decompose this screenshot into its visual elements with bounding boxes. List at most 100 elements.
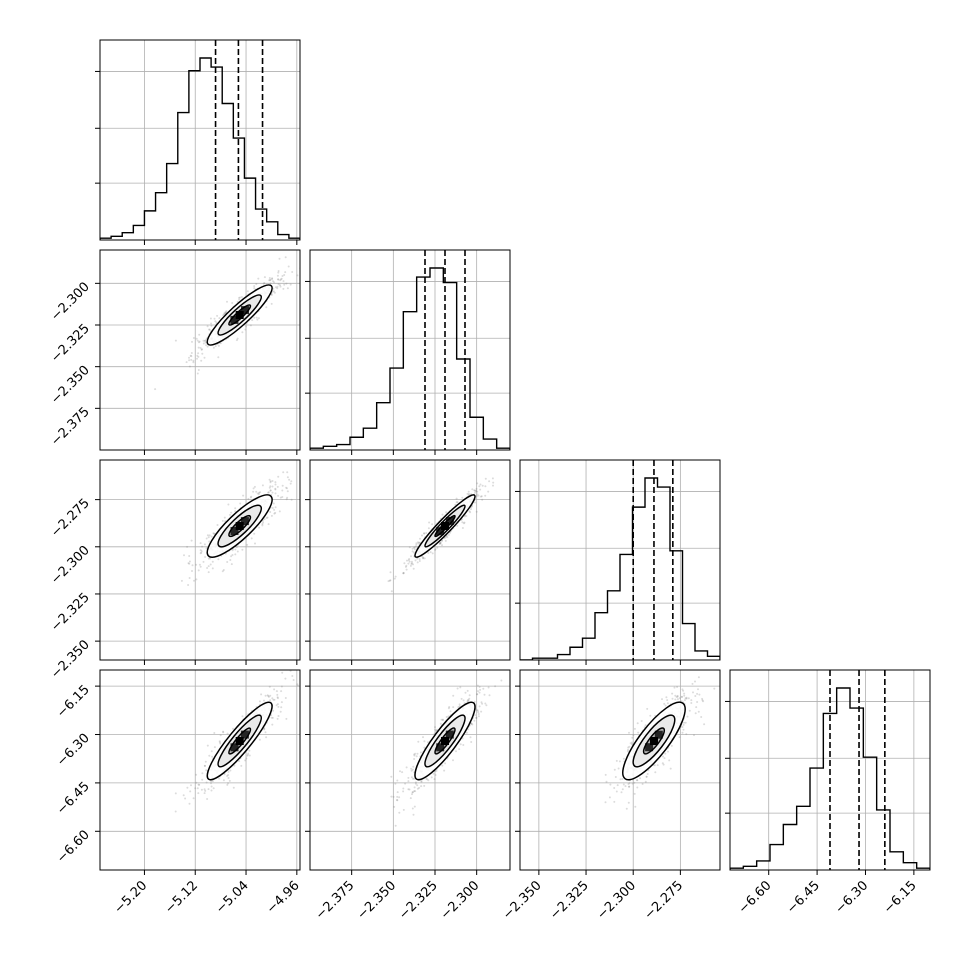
sample-point: [223, 311, 226, 314]
sample-point: [216, 524, 219, 526]
sample-point: [456, 501, 459, 504]
sample-point: [217, 558, 220, 561]
density-peak: [436, 743, 445, 752]
sample-point: [284, 271, 287, 274]
sample-point: [195, 781, 198, 784]
sample-point: [238, 298, 241, 301]
sample-point: [240, 296, 243, 298]
sample-point: [622, 783, 625, 786]
sample-point: [213, 746, 216, 749]
sample-point: [692, 691, 694, 694]
sample-point: [389, 579, 392, 582]
sample-point: [418, 560, 421, 562]
sample-point: [251, 319, 254, 322]
sample-point: [274, 483, 277, 486]
sample-point: [183, 554, 185, 557]
sample-point: [416, 561, 419, 564]
sample-point: [700, 716, 703, 718]
sample-point: [223, 516, 226, 519]
sample-point: [436, 546, 439, 549]
sample-point: [701, 697, 704, 700]
sample-point: [491, 477, 494, 480]
sample-point: [218, 741, 221, 744]
sample-point: [280, 277, 283, 280]
sample-point: [263, 276, 266, 279]
sample-point: [206, 325, 209, 328]
sample-point: [203, 792, 206, 795]
sample-point: [671, 692, 674, 695]
sample-point: [468, 694, 471, 697]
sample-point: [441, 513, 444, 516]
y-tick-label: −6.30: [54, 731, 93, 770]
sample-point: [273, 281, 275, 284]
sample-point: [154, 388, 157, 391]
histogram-steps: [100, 57, 300, 240]
sample-point: [402, 787, 405, 790]
sample-point: [482, 687, 485, 690]
scatter-panel-3-1: −2.375−2.350−2.325−2.300: [305, 669, 511, 923]
sample-point: [303, 263, 305, 265]
sample-point: [449, 531, 452, 534]
sample-point: [274, 511, 277, 514]
sample-point: [456, 687, 459, 690]
sample-point: [418, 541, 421, 544]
sample-point: [185, 361, 188, 364]
sample-point: [681, 726, 684, 728]
panel-frame: [99, 669, 301, 871]
sample-point: [239, 296, 242, 299]
density-peak: [445, 730, 454, 739]
sample-point: [234, 548, 237, 551]
sample-point: [681, 688, 684, 691]
sample-point: [245, 325, 247, 328]
sample-point: [274, 506, 277, 509]
sample-point: [210, 782, 212, 785]
sample-point: [412, 563, 414, 566]
sample-point: [423, 746, 426, 749]
sample-point: [407, 559, 410, 562]
sample-point: [207, 565, 210, 568]
sample-point: [222, 730, 225, 733]
sample-point: [438, 542, 441, 545]
sample-point: [480, 495, 483, 498]
sample-point: [667, 750, 669, 753]
sample-point: [210, 324, 213, 327]
sample-point: [199, 565, 202, 568]
sample-point: [466, 689, 469, 692]
sample-point: [615, 759, 618, 762]
sample-point: [478, 685, 481, 688]
sample-point: [674, 694, 677, 697]
sample-point: [201, 352, 204, 355]
sample-point: [605, 780, 608, 783]
scatter-panel-2-0: −2.350−2.325−2.300−2.275: [48, 459, 301, 682]
density-peak: [235, 311, 244, 319]
y-tick-label: −2.350: [48, 637, 93, 682]
sample-point: [276, 717, 279, 720]
sample-point: [407, 776, 410, 779]
sample-point: [246, 290, 249, 293]
sample-point: [259, 491, 262, 494]
sample-point: [421, 534, 423, 537]
sample-point: [200, 348, 203, 351]
sample-point: [452, 759, 454, 762]
x-tick-label: −5.12: [162, 878, 201, 917]
sample-point: [697, 710, 700, 713]
sample-point: [277, 278, 280, 281]
sample-point: [205, 769, 208, 772]
sample-point: [411, 562, 413, 565]
sample-point: [273, 698, 276, 701]
sample-point: [242, 494, 245, 497]
sample-point: [250, 495, 253, 498]
sample-point: [269, 511, 272, 513]
sample-point: [221, 570, 224, 573]
sample-point: [470, 722, 473, 725]
sample-point: [609, 783, 612, 786]
sample-point: [476, 684, 479, 687]
sample-point: [184, 797, 187, 800]
sample-point: [413, 805, 416, 808]
sample-point: [315, 239, 317, 241]
sample-point: [390, 795, 393, 798]
sample-point: [263, 282, 266, 284]
sample-point: [434, 726, 436, 729]
x-tick-label: −4.96: [264, 878, 303, 917]
sample-point: [434, 774, 437, 776]
